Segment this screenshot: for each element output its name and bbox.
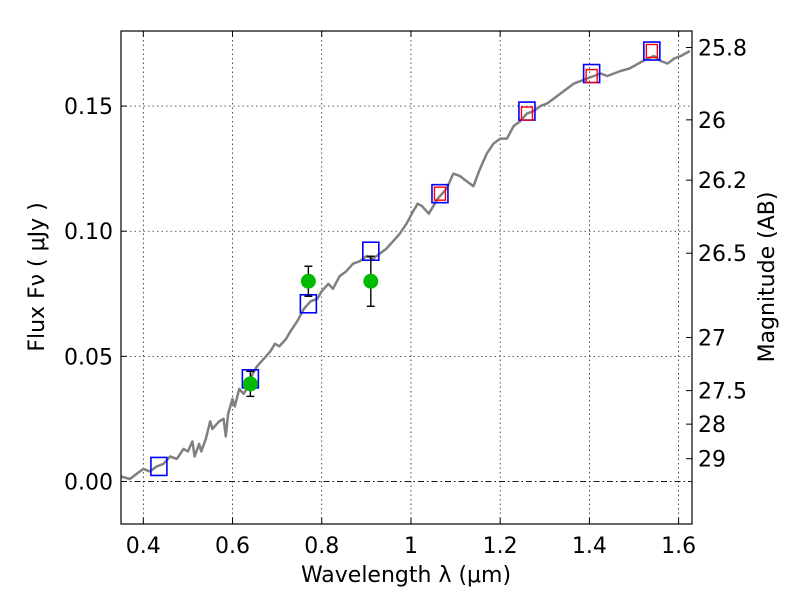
- green-data-point: [242, 376, 258, 392]
- y-tick-label: 0.05: [64, 345, 113, 370]
- x-tick-label: 0.8: [304, 534, 339, 559]
- x-tick-label: 0.4: [126, 534, 161, 559]
- x-tick-label: 1.4: [572, 534, 607, 559]
- x-tick-label: 1: [404, 534, 418, 559]
- tick-marks: [121, 31, 692, 524]
- mag-tick-label: 26.2: [698, 169, 747, 194]
- green-point-layer: [242, 255, 379, 398]
- y-tick-label: 0.00: [64, 470, 113, 495]
- plot-frame: [120, 30, 693, 525]
- plot-frame-bg: [121, 31, 692, 524]
- y2-axis-label: Magnitude (AB): [755, 192, 780, 363]
- x-tick-label: 1.6: [661, 534, 696, 559]
- blue-square-layer: [150, 41, 661, 477]
- mag-tick-label: 27.5: [698, 380, 747, 405]
- mag-tick-label: 28: [698, 413, 726, 438]
- mag-tick-label: 26.5: [698, 242, 747, 267]
- x-axis-label: Wavelength λ (μm): [301, 563, 511, 588]
- red-square-layer: [433, 43, 659, 201]
- x-tick-label: 1.2: [483, 534, 518, 559]
- y-tick-label: 0.10: [64, 220, 113, 245]
- x-tick-labels: 0.4 0.6 0.8 1 1.2 1.4 1.6: [126, 534, 696, 559]
- red-square-marker: [520, 106, 534, 121]
- y-tick-labels: 0.00 0.05 0.10 0.15: [64, 95, 113, 495]
- y-tick-label: 0.15: [64, 95, 113, 120]
- red-square-marker: [433, 186, 447, 201]
- mag-tick-label: 25.8: [698, 37, 747, 62]
- spectrum-layer: [120, 49, 691, 481]
- blue-square-marker: [643, 41, 661, 61]
- green-data-point: [300, 273, 316, 289]
- mag-tick-label: 26: [698, 109, 726, 134]
- blue-square-marker: [431, 183, 449, 204]
- grid: [121, 31, 692, 524]
- model-spectrum-line: [120, 49, 691, 481]
- y-axis-label: Flux Fν ( μJy ): [25, 202, 50, 351]
- green-data-point: [363, 273, 379, 289]
- red-square-marker: [585, 68, 598, 84]
- magnitude-tick-labels: 25.8 26 26.2 26.5 27 27.5 28 29: [698, 37, 747, 473]
- blue-square-marker: [150, 456, 168, 477]
- red-square-marker: [645, 43, 659, 59]
- mag-tick-label: 27: [698, 327, 726, 352]
- x-tick-label: 0.6: [215, 534, 250, 559]
- mag-tick-label: 29: [698, 448, 726, 473]
